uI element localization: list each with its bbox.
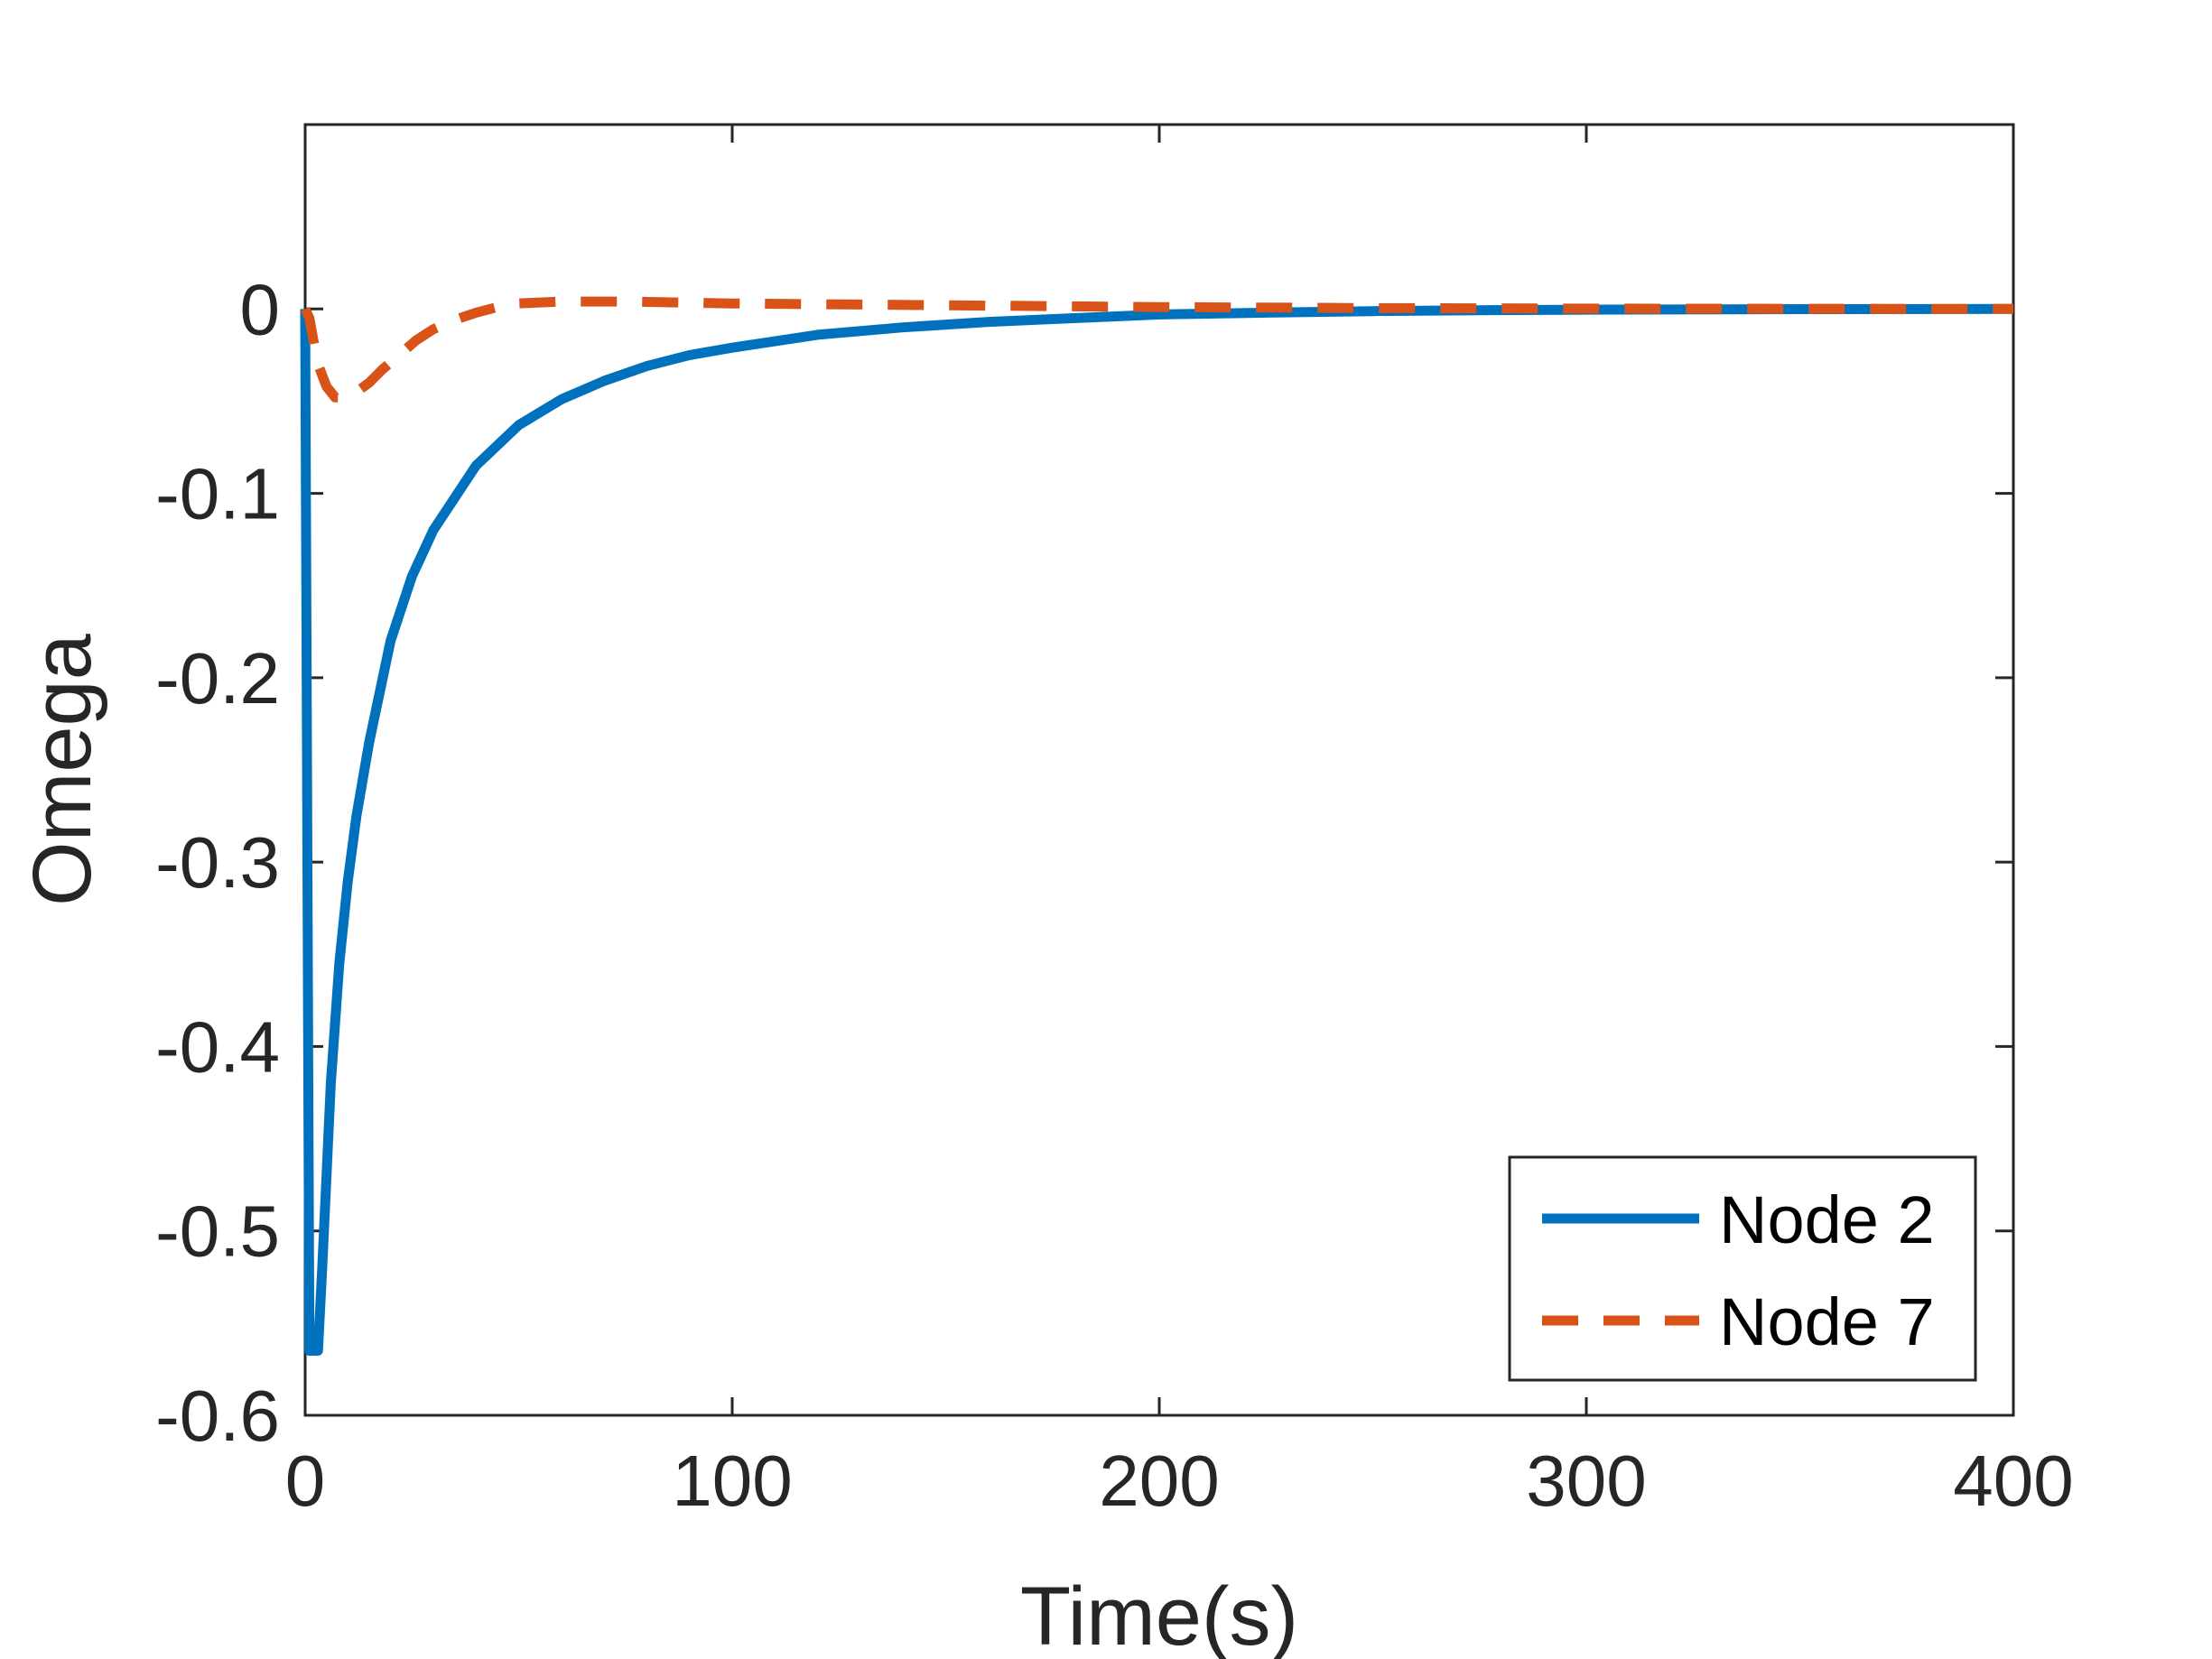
y-tick-label: -0.4 bbox=[155, 1006, 280, 1087]
y-tick-label: -0.2 bbox=[155, 638, 280, 718]
x-axis-ticks: 0 100 200 300 400 bbox=[285, 125, 2074, 1521]
y-axis-ticks: -0.6 -0.5 -0.4 -0.3 -0.2 -0.1 0 bbox=[155, 269, 2013, 1456]
x-axis-title: Time(s) bbox=[1020, 1571, 1298, 1659]
y-tick-label: -0.3 bbox=[155, 822, 280, 903]
legend-label-node-2: Node 2 bbox=[1719, 1182, 1935, 1257]
y-tick-label: -0.1 bbox=[155, 454, 280, 534]
x-tick-label: 300 bbox=[1526, 1441, 1646, 1521]
series-line-node-7 bbox=[301, 296, 2014, 403]
x-tick-label: 100 bbox=[672, 1441, 792, 1521]
y-tick-label: -0.6 bbox=[155, 1376, 280, 1456]
x-tick-label: 200 bbox=[1099, 1441, 1219, 1521]
legend-label-node-7: Node 7 bbox=[1719, 1284, 1935, 1359]
y-axis-title: Omega bbox=[16, 633, 108, 906]
legend: Node 2 Node 7 bbox=[1508, 1155, 1977, 1382]
series-layer bbox=[300, 296, 2014, 1356]
legend-box bbox=[1508, 1155, 1977, 1382]
series-line-node-2 bbox=[300, 303, 2014, 1356]
x-tick-label: 0 bbox=[285, 1441, 326, 1521]
y-tick-label: -0.5 bbox=[155, 1191, 280, 1272]
x-tick-label: 400 bbox=[1953, 1441, 2073, 1521]
y-tick-label: 0 bbox=[240, 269, 281, 349]
